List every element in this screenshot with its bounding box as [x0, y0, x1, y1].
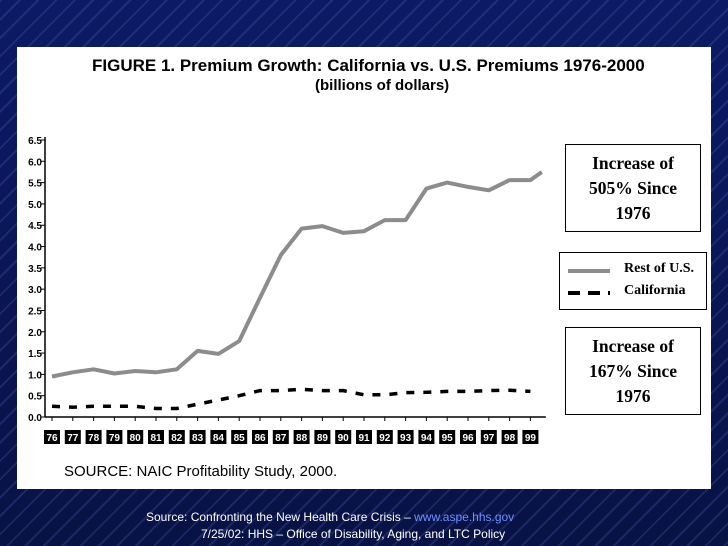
legend-item-us: Rest of U.S. — [560, 259, 706, 279]
annotation-us-line3: 1976 — [615, 203, 651, 223]
x-tick-label-box — [376, 430, 393, 444]
x-tick-label: 98 — [504, 433, 516, 444]
annotation-ca-line1: Increase of — [592, 336, 674, 356]
legend-dashed-line-icon — [568, 291, 610, 295]
x-tick-label-box — [210, 430, 227, 444]
x-tick-label: 83 — [192, 433, 204, 444]
x-tick-label: 84 — [213, 433, 225, 444]
x-tick-label-box — [480, 430, 497, 444]
x-tick-label-box — [168, 430, 185, 444]
x-tick-label-box — [418, 430, 435, 444]
slide-panel: FIGURE 1. Premium Growth: California vs.… — [17, 47, 711, 489]
line-chart: 0.0 0.5 1.0 1.5 2.0 2.5 3.0 3.5 4.0 4.5 5.0 5.5 6.0 6… — [28, 136, 546, 444]
annotation-ca-increase: Increase of 167% Since 1976 — [565, 327, 701, 415]
legend-solid-line-icon — [568, 269, 610, 273]
x-tick-label: 76 — [46, 433, 58, 444]
x-tick-label: 89 — [317, 433, 329, 444]
x-tick-label: 92 — [379, 433, 391, 444]
x-tick-label: 96 — [462, 433, 474, 444]
annotation-ca-line3: 1976 — [615, 386, 651, 406]
y-tick-label: 5.5 — [28, 179, 42, 190]
legend-label-us: Rest of U.S. — [624, 261, 694, 276]
chart-title-text: FIGURE 1. Premium Growth: California vs.… — [92, 56, 645, 75]
x-tick-label-box — [148, 430, 164, 444]
source-note: SOURCE: NAIC Profitability Study, 2000. — [64, 463, 338, 480]
legend-item-ca: California — [560, 281, 706, 301]
x-tick-label: 81 — [150, 433, 162, 444]
x-tick-label-box — [85, 430, 102, 444]
x-tick-label-box — [460, 430, 476, 444]
footer-link[interactable]: www.aspe.hhs.gov — [414, 510, 515, 524]
x-tick-label: 87 — [275, 433, 287, 444]
x-tick-label: 95 — [442, 433, 454, 444]
x-tick-label-box — [501, 430, 518, 444]
x-tick-label: 85 — [234, 433, 246, 444]
y-tick-label: 5.0 — [28, 200, 42, 211]
series-line-rest-of-us — [51, 170, 543, 379]
x-tick-label-box — [64, 430, 81, 444]
x-tick-label-box — [335, 430, 352, 444]
y-tick-label: 3.0 — [28, 285, 42, 296]
x-tick-label: 88 — [296, 433, 308, 444]
x-tick-label: 80 — [130, 433, 142, 444]
y-tick-label: 1.5 — [28, 349, 42, 360]
x-tick-label: 93 — [400, 433, 412, 444]
x-tick-label-box — [314, 430, 331, 444]
y-tick-label: 6.5 — [28, 136, 42, 147]
x-tick-label-box — [106, 430, 123, 444]
x-tick-label: 78 — [88, 433, 100, 444]
y-tick-label: 2.5 — [28, 306, 42, 317]
x-tick-label: 86 — [254, 433, 266, 444]
x-tick-label-box — [397, 430, 414, 444]
x-tick-label: 91 — [358, 433, 370, 444]
y-tick-label: 1.0 — [28, 370, 42, 381]
x-tick-label-box — [293, 430, 310, 444]
annotation-us-increase: Increase of 505% Since 1976 — [565, 144, 701, 232]
footer-date: 7/25/02: HHS – Office of Disability, Agi… — [201, 527, 506, 541]
x-tick-label: 94 — [421, 433, 433, 444]
chart-legend: Rest of U.S. California — [559, 252, 707, 310]
y-tick-label: 6.0 — [28, 157, 42, 168]
footer-source-text: Source: Confronting the New Health Care … — [146, 510, 415, 524]
x-tick-label: 90 — [338, 433, 350, 444]
series-line-california — [51, 387, 531, 411]
x-tick-label: 79 — [109, 433, 121, 444]
x-tick-label-box — [356, 430, 372, 444]
x-tick-label-box — [127, 430, 144, 444]
footer-source: Source: Confronting the New Health Care … — [146, 510, 728, 524]
x-tick-label-box — [439, 430, 456, 444]
x-tick-label-box — [252, 430, 268, 444]
x-tick-label: 97 — [483, 433, 495, 444]
y-tick-label: 0.5 — [28, 392, 42, 403]
annotation-us-line1: Increase of — [592, 153, 674, 173]
chart-subtitle: (billions of dollars) — [315, 77, 450, 94]
y-tick-label: 4.5 — [28, 221, 42, 232]
annotation-us-line2: 505% Since — [589, 178, 677, 198]
annotation-ca-line2: 167% Since — [589, 361, 677, 381]
x-tick-label-box — [44, 430, 60, 444]
y-tick-label: 4.0 — [28, 243, 42, 254]
x-tick-label: 77 — [67, 433, 79, 444]
x-tick-label-box — [231, 430, 248, 444]
x-tick-label-box — [189, 430, 206, 444]
y-tick-label: 2.0 — [28, 328, 42, 339]
x-tick-label-box — [522, 430, 539, 444]
y-tick-label: 3.5 — [28, 264, 42, 275]
x-tick-label-box — [272, 430, 289, 444]
legend-label-ca: California — [624, 283, 686, 298]
x-tick-label: 99 — [525, 433, 537, 444]
y-tick-label: 0.0 — [28, 413, 42, 424]
x-tick-label: 82 — [171, 433, 183, 444]
